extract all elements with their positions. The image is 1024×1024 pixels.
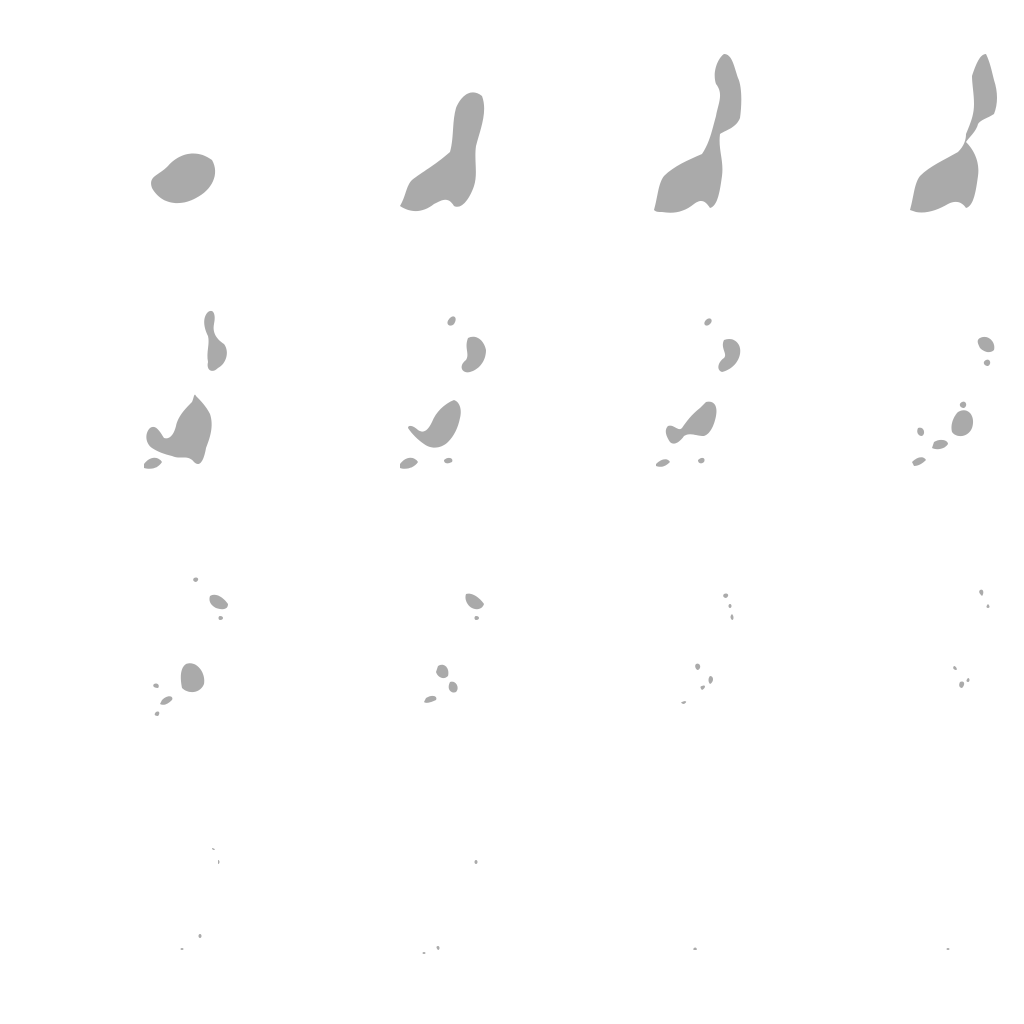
land-shape	[475, 616, 480, 620]
panel-12-drawing	[768, 512, 1024, 768]
panel-7-drawing	[512, 256, 768, 512]
panel-13	[0, 768, 256, 1024]
land-shape	[204, 311, 227, 371]
land-shape	[912, 457, 926, 466]
land-shape	[709, 676, 714, 684]
land-shape	[144, 458, 162, 469]
panel-14	[256, 768, 512, 1024]
panel-10	[256, 512, 512, 768]
land-shape	[947, 948, 950, 950]
land-shape	[729, 604, 732, 608]
land-shape	[656, 459, 670, 467]
panel-6-drawing	[256, 256, 512, 512]
land-shape	[181, 663, 204, 692]
land-shape	[400, 458, 418, 469]
land-shape	[449, 682, 458, 693]
land-shape	[444, 458, 452, 463]
panel-4-drawing	[768, 0, 1024, 256]
land-shape	[731, 614, 734, 620]
panel-13-drawing	[0, 768, 256, 1024]
panel-11	[512, 512, 768, 768]
land-shape	[701, 685, 706, 690]
panel-2	[256, 0, 512, 256]
land-shape	[693, 947, 697, 950]
land-shape	[910, 54, 997, 213]
land-shape	[654, 54, 741, 213]
panel-15-drawing	[512, 768, 768, 1024]
land-shape	[960, 402, 966, 408]
panel-3-drawing	[512, 0, 768, 256]
land-shape	[146, 395, 211, 464]
panel-9-drawing	[0, 512, 256, 768]
panel-4	[768, 0, 1024, 256]
land-shape	[698, 458, 705, 463]
panel-11-drawing	[512, 512, 768, 768]
land-shape	[408, 400, 461, 448]
land-shape	[695, 664, 700, 670]
land-shape	[959, 681, 964, 688]
panel-9	[0, 512, 256, 768]
land-shape	[193, 577, 198, 582]
land-shape	[666, 402, 717, 444]
panel-12	[768, 512, 1024, 768]
panel-6	[256, 256, 512, 512]
land-shape	[151, 153, 215, 203]
land-shape	[967, 678, 970, 682]
land-shape	[465, 594, 484, 610]
land-shape	[423, 952, 426, 954]
panel-3	[512, 0, 768, 256]
land-shape	[718, 339, 740, 372]
land-shape	[987, 604, 990, 608]
panel-1-drawing	[0, 0, 256, 256]
land-shape	[447, 316, 455, 325]
land-shape	[951, 410, 973, 436]
land-shape	[953, 666, 957, 670]
panel-10-drawing	[256, 512, 512, 768]
land-shape	[704, 318, 711, 325]
land-shape	[436, 665, 448, 678]
land-shape	[181, 948, 184, 950]
land-shape	[160, 696, 172, 705]
land-shape	[978, 337, 995, 352]
land-shape	[917, 428, 924, 436]
panel-7	[512, 256, 768, 512]
panel-14-drawing	[256, 768, 512, 1024]
land-shape	[155, 711, 160, 716]
land-shape	[219, 616, 224, 620]
land-shape	[984, 360, 990, 366]
land-shape	[932, 440, 948, 449]
land-shape	[979, 590, 983, 596]
land-shape	[681, 701, 686, 704]
land-shape	[462, 337, 486, 373]
panel-5-drawing	[0, 256, 256, 512]
land-shape	[199, 934, 202, 938]
land-shape	[475, 860, 478, 864]
panel-5	[0, 256, 256, 512]
panel-2-drawing	[256, 0, 512, 256]
panel-15	[512, 768, 768, 1024]
land-shape	[723, 593, 728, 598]
land-shape	[400, 92, 484, 211]
land-shape	[218, 860, 220, 864]
panel-16	[768, 768, 1024, 1024]
land-shape	[437, 946, 440, 950]
panel-8-drawing	[768, 256, 1024, 512]
land-shape	[424, 696, 436, 703]
land-shape	[209, 595, 228, 609]
land-shape	[153, 683, 159, 688]
panel-8	[768, 256, 1024, 512]
panel-1	[0, 0, 256, 256]
land-shape	[212, 848, 215, 850]
panel-16-drawing	[768, 768, 1024, 1024]
